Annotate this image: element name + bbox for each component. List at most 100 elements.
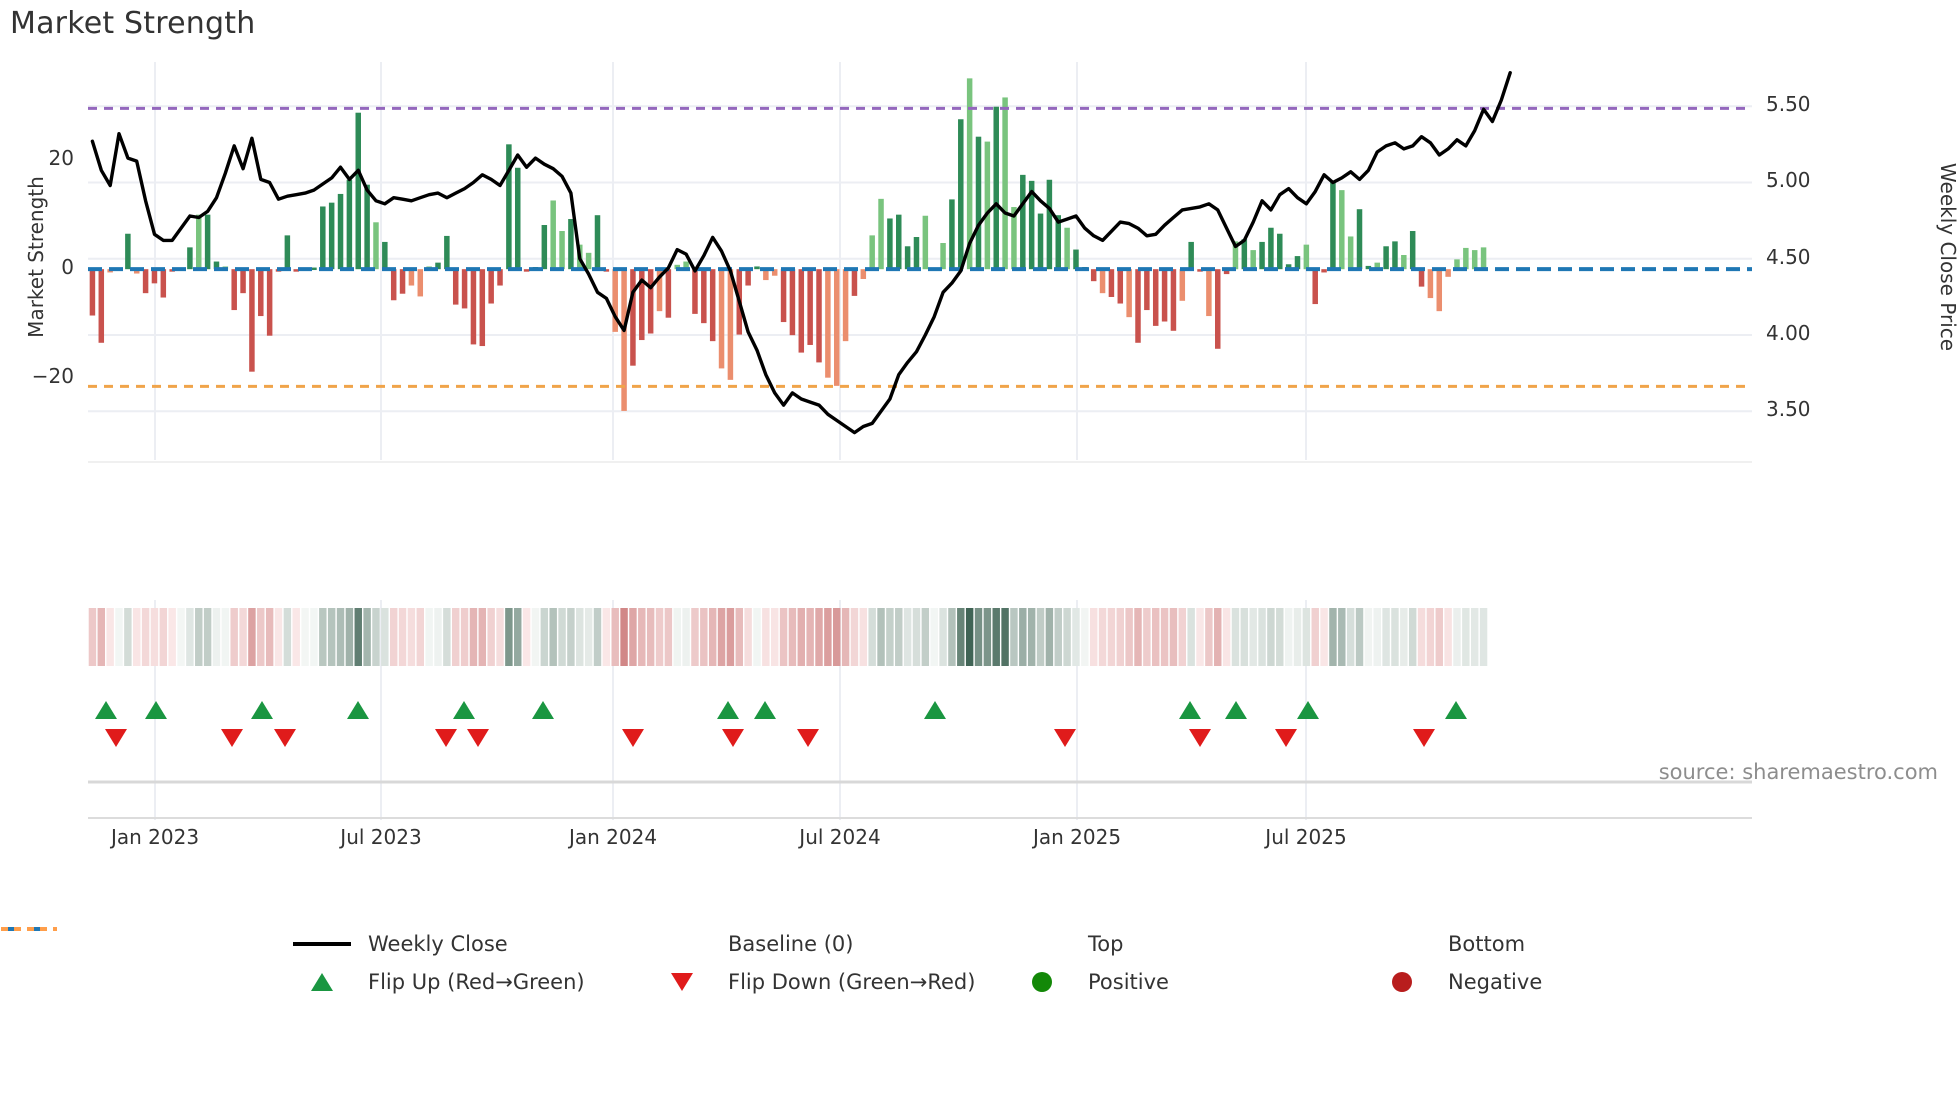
heatmap-cell xyxy=(700,608,708,666)
bar-negative xyxy=(151,269,158,284)
heatmap-cell xyxy=(638,608,646,666)
triangle-down-icon xyxy=(467,729,489,747)
heatmap-cell xyxy=(682,608,690,666)
legend-item[interactable]: Positive xyxy=(1010,963,1370,1001)
heatmap-cell xyxy=(212,608,221,666)
bar-negative xyxy=(727,269,734,380)
heatmap-cell xyxy=(1125,608,1133,666)
bar-positive xyxy=(674,264,680,270)
heatmap-cell xyxy=(1284,608,1293,666)
heatmap-cell xyxy=(274,608,283,666)
legend-item[interactable]: Top xyxy=(1,925,1370,963)
bar-negative xyxy=(1215,269,1221,349)
x-tick: Jul 2025 xyxy=(1265,825,1347,849)
bar-positive xyxy=(204,214,211,270)
flip-down-markers xyxy=(105,729,1435,747)
bar-negative xyxy=(258,269,264,317)
heatmap-cell xyxy=(319,608,327,666)
heatmap-cell xyxy=(1169,608,1178,666)
heatmap-cell xyxy=(327,608,336,666)
bar-positive xyxy=(382,241,388,270)
legend-line-dashed-icon xyxy=(1,927,714,954)
bar-positive xyxy=(1055,215,1061,270)
heatmap-cell xyxy=(620,608,628,666)
bar-negative xyxy=(763,269,769,281)
y-tick-right: 4.50 xyxy=(1766,244,1811,269)
bar-positive xyxy=(1073,249,1079,270)
bar-positive xyxy=(1401,255,1407,270)
heatmap-cell xyxy=(1293,608,1302,666)
heatmap-cell xyxy=(496,608,504,666)
bar-negative xyxy=(771,269,778,276)
heatmap-cell xyxy=(88,608,97,666)
heatmap-cell xyxy=(1019,608,1027,666)
heatmap-cell xyxy=(1036,608,1045,666)
bar-negative xyxy=(1161,269,1168,322)
heatmap-cell xyxy=(939,608,947,666)
bar-negative xyxy=(745,269,751,286)
legend-item-label: Bottom xyxy=(1448,932,1526,956)
bar-positive xyxy=(435,262,441,270)
bar-negative xyxy=(1144,269,1150,311)
legend-item[interactable]: Baseline (0) xyxy=(1,925,1010,963)
heatmap-cell xyxy=(292,608,300,666)
bar-positive xyxy=(1188,241,1194,270)
bar-negative xyxy=(479,269,486,347)
triangle-up-icon xyxy=(145,701,167,719)
heatmap-cell xyxy=(248,608,256,666)
triangle-down-icon xyxy=(1054,729,1076,747)
heatmap-cell xyxy=(1346,608,1355,666)
heatmap-cell xyxy=(877,608,885,666)
heatmap-cell xyxy=(974,608,983,666)
bar-negative xyxy=(665,269,672,318)
bar-positive xyxy=(1268,227,1274,270)
triangle-up-icon xyxy=(1225,701,1247,719)
heatmap-cell xyxy=(257,608,265,666)
heatmap-cell xyxy=(124,608,132,666)
heatmap-cell xyxy=(1302,608,1311,666)
legend-item-label: Flip Down (Green→Red) xyxy=(728,970,976,994)
bar-negative xyxy=(240,269,246,294)
triangle-down-icon xyxy=(622,729,644,747)
heatmap-cell xyxy=(310,608,318,666)
legend-item[interactable]: Negative xyxy=(1370,963,1670,1001)
heatmap-cell xyxy=(726,608,735,666)
bar-positive xyxy=(878,198,884,270)
triangle-down-icon xyxy=(650,972,714,992)
legend-item[interactable]: Weekly Close xyxy=(290,925,650,963)
bar-negative xyxy=(780,269,787,323)
bar-positive xyxy=(1011,207,1017,270)
bar-positive xyxy=(320,206,326,270)
heatmap-cell xyxy=(301,608,309,666)
heatmap-cell xyxy=(824,608,832,666)
legend-row-1: Weekly Close Baseline (0) Top Bottom xyxy=(0,925,1960,963)
x-tick: Jul 2024 xyxy=(799,825,881,849)
heatmap-cell xyxy=(478,608,487,666)
bar-positive xyxy=(869,235,875,270)
triangle-up-icon xyxy=(290,972,354,992)
legend-item[interactable]: Flip Down (Green→Red) xyxy=(650,963,1010,1001)
x-tick: Jan 2023 xyxy=(110,825,200,849)
heatmap-cell xyxy=(912,608,921,666)
heatmap-cell xyxy=(895,608,903,666)
bar-positive xyxy=(328,202,335,270)
heatmap-cell xyxy=(930,608,938,666)
bar-positive xyxy=(1480,247,1487,270)
bar-negative xyxy=(1321,269,1327,273)
legend-line-dotted-icon xyxy=(1,927,1434,954)
heatmap-cell xyxy=(345,608,354,666)
heatmap-cell xyxy=(1045,608,1054,666)
heatmap-cell xyxy=(1453,608,1461,666)
bar-positive xyxy=(364,184,370,270)
heatmap-cell xyxy=(381,608,389,666)
y-tick-left: 20 xyxy=(48,146,74,171)
bar-positive xyxy=(337,193,344,270)
heatmap-cell xyxy=(1355,608,1364,666)
legend-item[interactable]: Bottom xyxy=(1,925,1670,963)
legend-item[interactable]: Flip Up (Red→Green) xyxy=(290,963,650,1001)
heatmap-cell xyxy=(1320,608,1328,666)
bar-positive xyxy=(887,218,893,270)
heatmap-cell xyxy=(664,608,673,666)
bar-positive xyxy=(373,222,379,270)
bar-negative xyxy=(417,269,424,297)
